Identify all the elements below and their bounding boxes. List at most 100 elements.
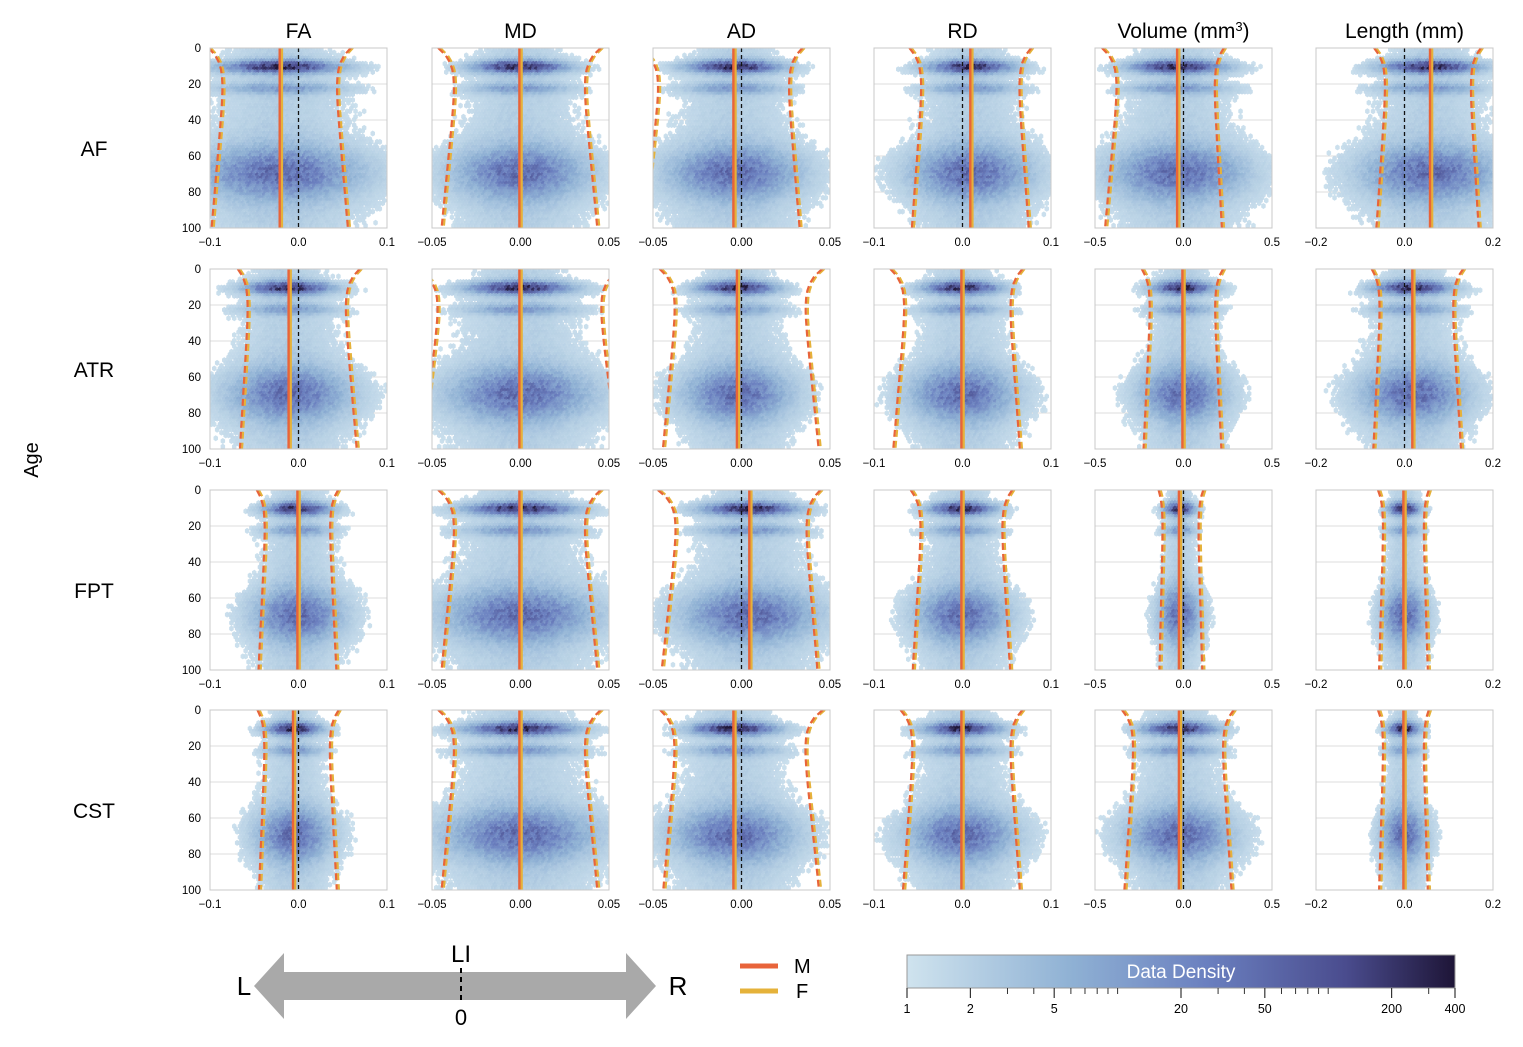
row-label-af: AF bbox=[81, 138, 108, 161]
x-tick-label: 0.00 bbox=[730, 237, 752, 249]
x-tick-label: 0.05 bbox=[819, 237, 841, 249]
x-tick-label: 0.00 bbox=[509, 899, 531, 911]
y-tick-label: 100 bbox=[182, 444, 201, 456]
y-tick-label: 100 bbox=[182, 665, 201, 677]
y-tick-label: 0 bbox=[195, 485, 201, 497]
panel-atr-volume: −0.5 0.0 0.5 bbox=[1084, 268, 1280, 470]
y-tick-label: 60 bbox=[188, 593, 201, 605]
y-tick-label: 80 bbox=[188, 629, 201, 641]
x-tick-label: 0.0 bbox=[955, 458, 971, 470]
x-tick-label: 0.05 bbox=[598, 237, 620, 249]
row-label-atr: ATR bbox=[74, 359, 114, 382]
x-tick-label: 0.05 bbox=[598, 899, 620, 911]
panel-af-volume: −0.5 0.0 0.5 bbox=[1084, 47, 1280, 249]
x-tick-label: 0.05 bbox=[598, 458, 620, 470]
x-tick-label: −0.05 bbox=[417, 679, 446, 691]
x-tick-label: 0.00 bbox=[509, 237, 531, 249]
x-tick-label: 0.1 bbox=[379, 679, 395, 691]
y-tick-label: 40 bbox=[188, 557, 201, 569]
x-tick-label: −0.2 bbox=[1305, 899, 1328, 911]
column-title-md: MD bbox=[504, 20, 537, 43]
panel-fpt-volume: −0.5 0.0 0.5 bbox=[1084, 489, 1280, 691]
x-tick-label: −0.05 bbox=[417, 237, 446, 249]
x-tick-label: 0.00 bbox=[730, 679, 752, 691]
y-tick-label: 100 bbox=[182, 885, 201, 897]
colorbar-tick-label: 2 bbox=[967, 1002, 974, 1016]
x-tick-label: 0.1 bbox=[379, 458, 395, 470]
x-tick-label: −0.05 bbox=[638, 237, 667, 249]
panel-fpt-ad: −0.05 0.00 0.05 bbox=[638, 489, 841, 691]
panel-fpt-length: −0.2 0.0 0.2 bbox=[1305, 489, 1501, 691]
x-tick-label: −0.2 bbox=[1305, 458, 1328, 470]
x-tick-label: 0.5 bbox=[1264, 237, 1280, 249]
panel-atr-length: −0.2 0.0 0.2 bbox=[1305, 268, 1501, 470]
hexbin-cells bbox=[208, 47, 388, 229]
x-tick-label: 0.1 bbox=[1043, 458, 1059, 470]
x-tick-label: 0.0 bbox=[955, 237, 971, 249]
y-tick-label: 0 bbox=[195, 705, 201, 717]
x-tick-label: 0.00 bbox=[730, 899, 752, 911]
colorbar-tick-label: 5 bbox=[1051, 1002, 1058, 1016]
x-tick-label: −0.1 bbox=[863, 237, 886, 249]
x-tick-label: −0.1 bbox=[199, 458, 222, 470]
panel-af-md: −0.05 0.00 0.05 bbox=[417, 47, 620, 249]
panel-atr-ad: −0.05 0.00 0.05 bbox=[638, 268, 841, 470]
colorbar-title: Data Density bbox=[1127, 962, 1236, 983]
colorbar-tick-label: 20 bbox=[1174, 1002, 1188, 1016]
x-tick-label: 0.2 bbox=[1485, 899, 1501, 911]
hexbin-cells bbox=[651, 47, 831, 229]
y-tick-label: 20 bbox=[188, 741, 201, 753]
row-label-fpt: FPT bbox=[74, 580, 114, 603]
x-tick-label: 0.2 bbox=[1485, 237, 1501, 249]
series-legend: M F bbox=[740, 956, 811, 1003]
x-tick-label: 0.0 bbox=[955, 899, 971, 911]
x-tick-label: 0.0 bbox=[1397, 679, 1413, 691]
x-tick-label: −0.5 bbox=[1084, 899, 1107, 911]
y-tick-label: 40 bbox=[188, 336, 201, 348]
x-tick-label: 0.0 bbox=[1397, 458, 1413, 470]
panel-cst-length: −0.2 0.0 0.2 bbox=[1305, 709, 1501, 911]
x-tick-label: 0.2 bbox=[1485, 458, 1501, 470]
x-tick-label: −0.1 bbox=[863, 679, 886, 691]
legend-label-f: F bbox=[796, 981, 808, 1003]
column-title-volume: Volume (mm3) bbox=[1117, 19, 1249, 44]
y-tick-label: 0 bbox=[195, 43, 201, 55]
row-label-cst: CST bbox=[73, 800, 115, 823]
panel-atr-md: −0.05 0.00 0.05 bbox=[417, 268, 623, 470]
x-tick-label: 0.2 bbox=[1485, 679, 1501, 691]
column-title-ad: AD bbox=[727, 20, 756, 43]
panel-af-length: −0.2 0.0 0.2 bbox=[1305, 47, 1501, 249]
y-tick-label: 20 bbox=[188, 300, 201, 312]
y-tick-label: 60 bbox=[188, 813, 201, 825]
x-tick-label: 0.00 bbox=[509, 458, 531, 470]
x-tick-label: −0.05 bbox=[417, 899, 446, 911]
x-tick-label: −0.1 bbox=[199, 679, 222, 691]
x-tick-label: 0.0 bbox=[1176, 899, 1192, 911]
x-tick-label: 0.05 bbox=[598, 679, 620, 691]
arrow-left-label: L bbox=[237, 971, 251, 1001]
y-tick-label: 20 bbox=[188, 79, 201, 91]
x-tick-label: −0.1 bbox=[863, 899, 886, 911]
legend-label-m: M bbox=[794, 956, 811, 978]
panel-atr-rd: −0.1 0.0 0.1 bbox=[863, 268, 1059, 470]
hexbin-cells bbox=[1093, 47, 1273, 229]
colorbar: Data Density 1 2 5 20 50 200 400 bbox=[904, 955, 1466, 1016]
x-tick-label: −0.1 bbox=[199, 237, 222, 249]
y-tick-label: 80 bbox=[188, 408, 201, 420]
x-tick-label: 0.5 bbox=[1264, 679, 1280, 691]
x-tick-label: 0.0 bbox=[1176, 679, 1192, 691]
x-tick-label: −0.05 bbox=[638, 899, 667, 911]
x-tick-label: 0.0 bbox=[1176, 237, 1192, 249]
x-tick-label: 0.00 bbox=[730, 458, 752, 470]
colorbar-tick-label: 1 bbox=[904, 1002, 911, 1016]
colorbar-tick-label: 400 bbox=[1445, 1002, 1466, 1016]
x-tick-label: 0.1 bbox=[379, 237, 395, 249]
colorbar-ticks: 1 2 5 20 50 200 400 bbox=[904, 988, 1466, 1016]
x-tick-label: 0.5 bbox=[1264, 899, 1280, 911]
panel-cst-volume: −0.5 0.0 0.5 bbox=[1084, 709, 1280, 911]
